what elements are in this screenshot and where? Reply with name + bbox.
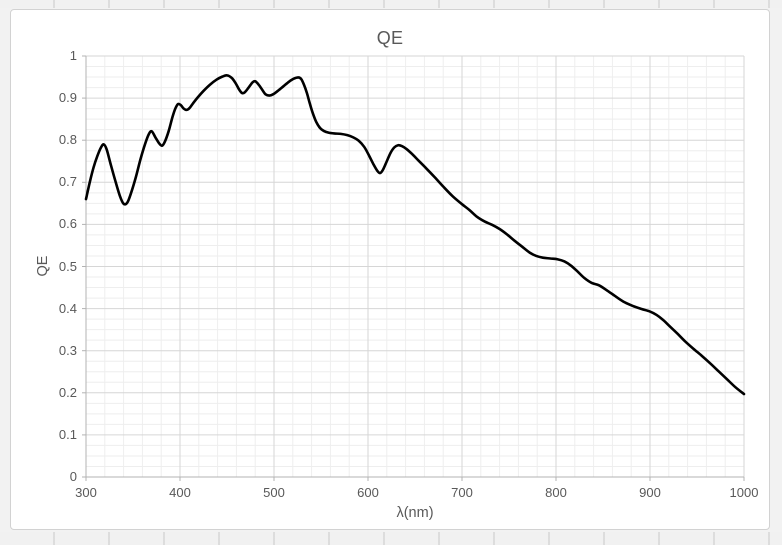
qe-curve	[84, 74, 746, 396]
y-tick-label: 0	[69, 469, 77, 484]
x-tick-label: 900	[639, 485, 661, 500]
x-axis-title: λ(nm)	[396, 505, 434, 521]
chart-title: QE	[376, 28, 404, 48]
y-tick-label: 1	[69, 48, 77, 63]
y-tick-label: 0.8	[58, 132, 77, 148]
worksheet-edge-bottom	[0, 532, 782, 545]
x-tick-label: 1000	[729, 485, 759, 500]
chart-frame[interactable]: QE QE λ(nm) 300 400 500 600 700 800 900 1000 0 0.…	[10, 9, 770, 530]
y-tick-label: 0.6	[58, 216, 77, 232]
y-tick-label: 0.4	[58, 300, 77, 316]
x-tick-label: 400	[169, 485, 191, 500]
x-tick-label: 800	[545, 485, 567, 500]
y-tick-label: 0.5	[58, 258, 77, 274]
y-tick-label: 0.7	[58, 174, 77, 190]
y-tick-label: 0.3	[58, 342, 77, 358]
plot-area	[82, 55, 746, 481]
worksheet-edge-top	[0, 0, 782, 8]
cell-gridline-ticks-top	[0, 0, 782, 8]
x-tick-label: 600	[357, 485, 379, 500]
x-tick-label: 700	[451, 485, 473, 500]
x-tick-label: 300	[75, 485, 97, 500]
y-tick-label: 0.9	[58, 90, 77, 106]
cell-gridline-ticks-bottom	[0, 532, 782, 545]
y-tick-label: 0.2	[58, 384, 77, 400]
y-tick-label: 0.1	[58, 426, 77, 442]
x-tick-label: 500	[263, 485, 285, 500]
